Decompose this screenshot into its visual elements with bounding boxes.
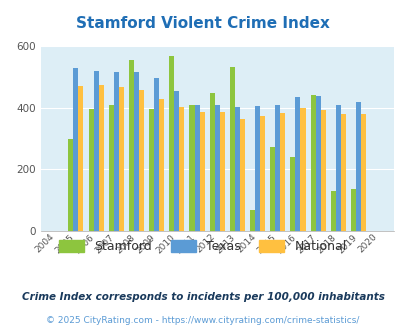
Bar (78, 86, 83, 231)
Bar (169, 56, 174, 231)
Bar (234, 107, 239, 231)
Text: Crime Index corresponds to incidents per 100,000 inhabitants: Crime Index corresponds to incidents per… (21, 292, 384, 302)
Bar (254, 106, 260, 231)
Bar (194, 105, 199, 231)
Bar (109, 105, 113, 231)
Bar (154, 78, 159, 231)
Bar (219, 112, 224, 231)
Text: © 2025 CityRating.com - https://www.cityrating.com/crime-statistics/: © 2025 CityRating.com - https://www.city… (46, 315, 359, 325)
Bar (68, 139, 73, 231)
Bar (179, 107, 184, 231)
Bar (270, 147, 275, 231)
Bar (260, 116, 264, 231)
Bar (239, 118, 244, 231)
Bar (310, 95, 315, 231)
Bar (134, 72, 139, 231)
Bar (335, 105, 340, 231)
Bar (295, 97, 300, 231)
Bar (139, 90, 144, 231)
Bar (330, 191, 335, 231)
Bar (300, 108, 305, 231)
Bar (119, 87, 124, 231)
Bar (209, 93, 214, 231)
Bar (275, 105, 279, 231)
Bar (98, 85, 103, 231)
Bar (249, 210, 254, 231)
Bar (159, 99, 164, 231)
Text: Stamford Violent Crime Index: Stamford Violent Crime Index (76, 16, 329, 31)
Bar (290, 157, 295, 231)
Bar (340, 114, 345, 231)
Bar (199, 112, 204, 231)
Bar (320, 110, 325, 231)
Bar (189, 105, 194, 231)
Bar (360, 114, 365, 231)
Bar (355, 102, 360, 231)
Bar (149, 109, 154, 231)
Bar (279, 113, 285, 231)
Bar (350, 189, 355, 231)
Bar (214, 105, 219, 231)
Legend: Stamford, Texas, National: Stamford, Texas, National (54, 235, 351, 258)
Bar (73, 68, 78, 231)
Bar (93, 72, 98, 231)
Bar (129, 60, 134, 231)
Bar (174, 90, 179, 231)
Bar (88, 109, 93, 231)
Bar (315, 96, 320, 231)
Bar (113, 72, 119, 231)
Bar (229, 67, 234, 231)
